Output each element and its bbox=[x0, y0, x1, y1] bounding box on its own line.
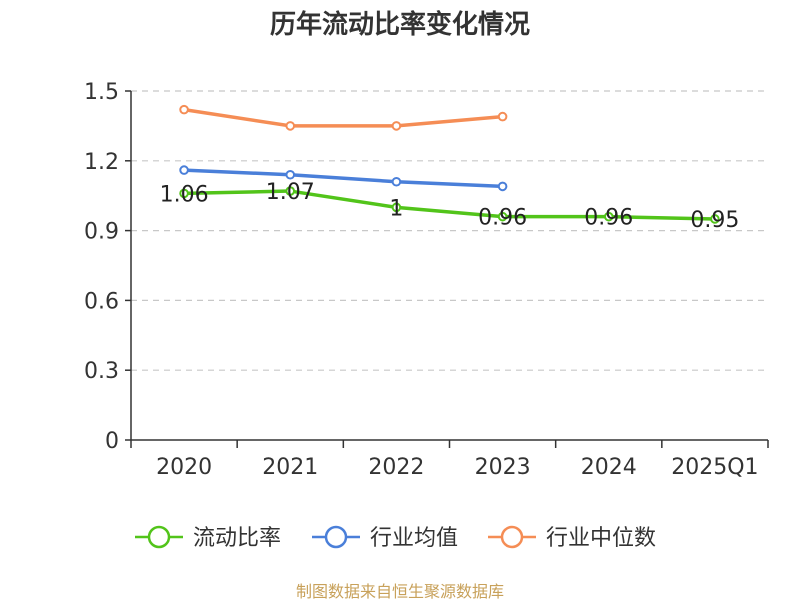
legend-marker bbox=[147, 525, 171, 549]
label-layer: 1.06 1.07 1 0.96 0.96 0.95 bbox=[160, 180, 740, 233]
y-tick-label: 0.6 bbox=[84, 289, 119, 314]
data-point[interactable] bbox=[497, 181, 508, 192]
x-tick-label: 2025Q1 bbox=[671, 455, 758, 480]
y-tick-label: 0.9 bbox=[84, 220, 119, 245]
series-line-3 bbox=[183, 107, 503, 128]
data-point[interactable] bbox=[710, 214, 720, 224]
grid-layer bbox=[131, 90, 768, 371]
data-point[interactable] bbox=[285, 169, 296, 180]
data-point[interactable] bbox=[497, 111, 508, 122]
data-label: 1 bbox=[389, 196, 403, 221]
data-label: 1.07 bbox=[266, 180, 315, 205]
legend-item-1[interactable]: 流动比率 bbox=[135, 525, 281, 551]
x-tick-label: 2020 bbox=[156, 455, 212, 480]
data-point[interactable] bbox=[603, 211, 614, 222]
x-tick-label: 2022 bbox=[368, 455, 424, 480]
x-tick-label: 2021 bbox=[262, 455, 318, 480]
x-tick-label: 2024 bbox=[581, 455, 637, 480]
series-line-2 bbox=[184, 168, 503, 189]
legend-marker bbox=[500, 525, 524, 549]
data-point[interactable] bbox=[179, 104, 189, 115]
y-tick-label: 0 bbox=[105, 429, 119, 454]
chart-title: 历年流动比率变化情况 bbox=[269, 10, 530, 40]
data-point[interactable] bbox=[179, 188, 189, 199]
x-tick-label: 2023 bbox=[475, 455, 531, 480]
data-label: 0.96 bbox=[478, 206, 527, 231]
legend-item-2[interactable]: 行业均值 bbox=[312, 525, 458, 551]
data-point[interactable] bbox=[391, 121, 402, 131]
data-label: 0.95 bbox=[690, 208, 739, 233]
y-tick-label: 1.5 bbox=[84, 80, 119, 105]
data-point[interactable] bbox=[391, 176, 402, 187]
legend-label: 行业中位数 bbox=[546, 526, 656, 551]
series-layer bbox=[179, 104, 720, 224]
data-point[interactable] bbox=[179, 165, 189, 175]
data-point[interactable] bbox=[285, 186, 296, 196]
legend-label: 行业均值 bbox=[370, 526, 458, 551]
data-label: 0.96 bbox=[584, 206, 633, 231]
series-line-1 bbox=[184, 189, 715, 221]
source-note: 制图数据来自恒生聚源数据库 bbox=[295, 582, 504, 601]
legend-marker bbox=[324, 525, 348, 549]
axis-layer: 0 0.3 0.6 0.9 1.2 1.5 2020 2021 2022 2023 2024 2025… bbox=[84, 80, 769, 480]
data-point[interactable] bbox=[497, 211, 508, 222]
data-point[interactable] bbox=[391, 202, 402, 213]
legend-label: 流动比率 bbox=[193, 526, 281, 551]
legend-item-3[interactable]: 行业中位数 bbox=[488, 525, 656, 551]
y-tick-label: 1.2 bbox=[84, 150, 119, 175]
data-point[interactable] bbox=[285, 121, 296, 131]
data-label: 1.06 bbox=[160, 182, 209, 207]
legend[interactable]: 流动比率 行业均值 行业中位数 bbox=[135, 525, 656, 551]
y-tick-label: 0.3 bbox=[84, 359, 119, 384]
